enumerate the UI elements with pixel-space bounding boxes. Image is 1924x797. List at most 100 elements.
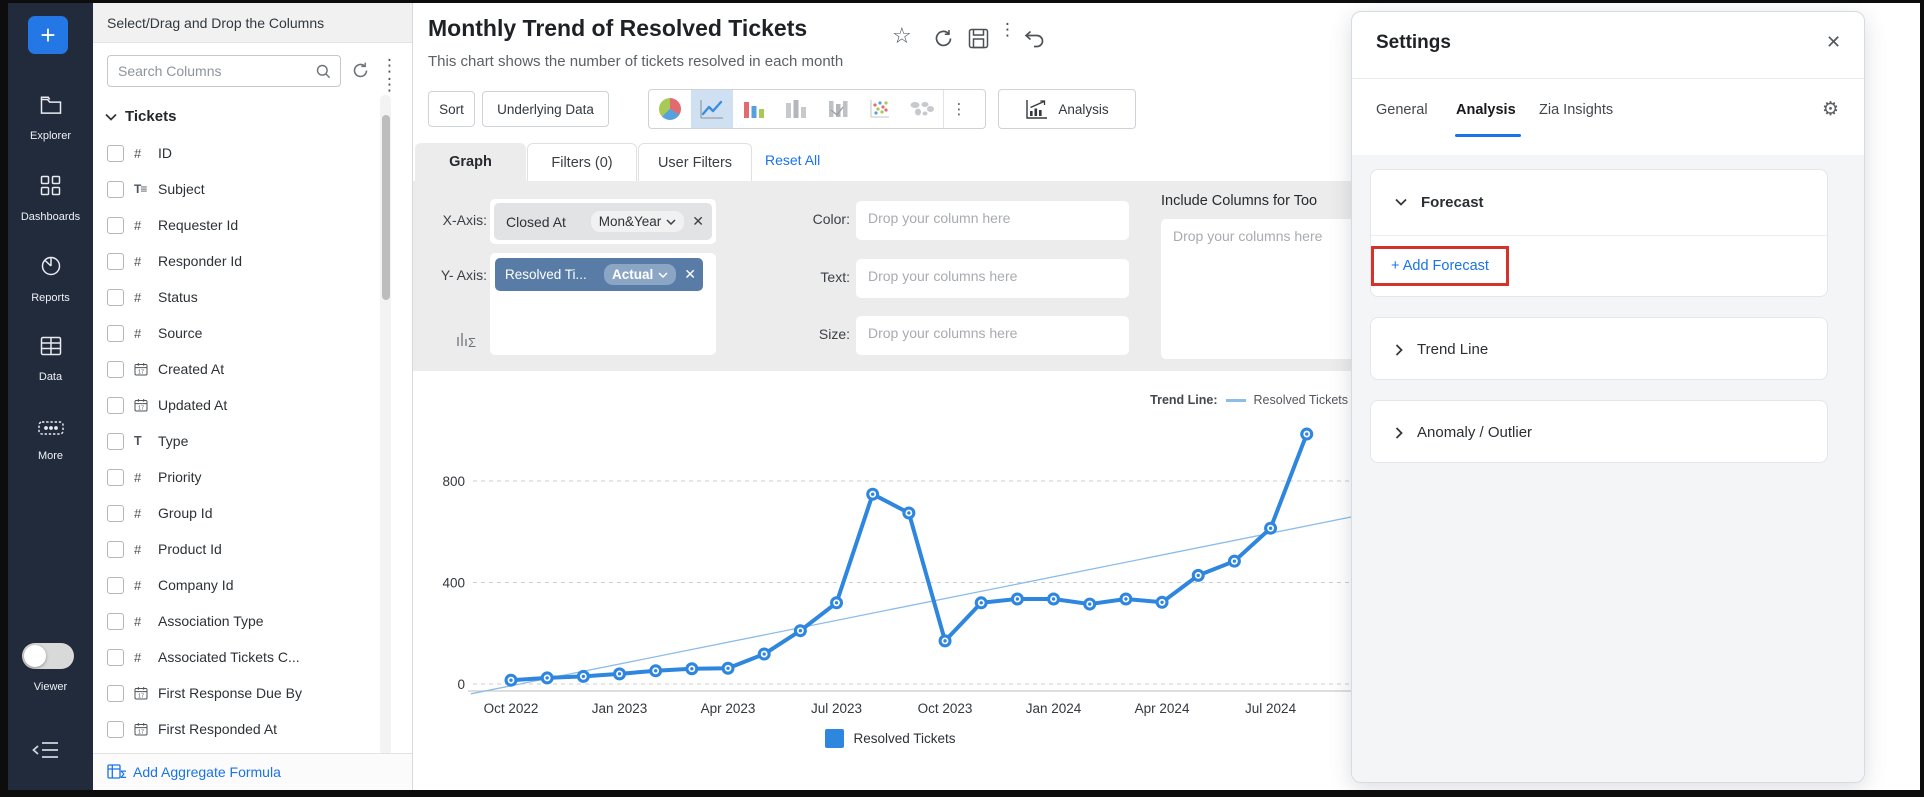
column-checkbox[interactable] [107, 720, 124, 738]
refresh-columns-icon[interactable] [351, 61, 370, 85]
sidebar-item-more[interactable]: More [8, 421, 93, 464]
list-item[interactable]: # Product Id [93, 531, 383, 567]
column-checkbox[interactable] [107, 324, 124, 342]
x-tick-label: Oct 2022 [484, 701, 539, 716]
list-item[interactable]: # Responder Id [93, 243, 383, 279]
color-dropzone[interactable]: Drop your column here [856, 201, 1129, 240]
collapse-sidebar-icon[interactable] [32, 738, 66, 764]
refresh-icon[interactable] [933, 28, 954, 54]
analysis-button[interactable]: Analysis [998, 89, 1136, 129]
column-label: Subject [158, 181, 205, 197]
list-item[interactable]: # Associated Tickets C... [93, 639, 383, 675]
favorite-star-icon[interactable]: ☆ [892, 23, 912, 48]
reset-all-link[interactable]: Reset All [765, 152, 821, 168]
y-axis-function-dropdown[interactable]: Actual [604, 264, 677, 285]
settings-panel: Settings ✕ General Analysis Zia Insights… [1351, 11, 1865, 783]
y-axis-dropzone[interactable]: Resolved Ti... Actual ✕ [490, 253, 716, 355]
sidebar-item-reports[interactable]: Reports [8, 255, 93, 306]
stacked-bar-chart-type-icon[interactable] [775, 90, 817, 128]
remove-y-column-icon[interactable]: ✕ [684, 266, 696, 282]
sidebar-item-label: Data [38, 371, 63, 383]
map-chart-type-icon[interactable] [901, 90, 943, 128]
butterfly-chart-type-icon[interactable] [817, 90, 859, 128]
scatter-chart-type-icon[interactable] [859, 90, 901, 128]
chevron-down-icon [658, 271, 668, 278]
gear-icon[interactable]: ⚙ [1822, 99, 1840, 120]
grid-icon [8, 175, 93, 201]
sidebar-item-dashboards[interactable]: Dashboards [8, 175, 93, 225]
list-item[interactable]: 17 First Response Due By [93, 675, 383, 711]
tab-user-filters[interactable]: User Filters [638, 143, 752, 181]
tooltip-placeholder: Drop your columns here [1173, 228, 1323, 244]
anomaly-outlier-section-header[interactable]: Anomaly / Outlier [1371, 401, 1827, 464]
trend-line-section-header[interactable]: Trend Line [1371, 318, 1827, 381]
settings-tab-zia-insights[interactable]: Zia Insights [1539, 102, 1614, 118]
list-item[interactable]: # Group Id [93, 495, 383, 531]
column-checkbox[interactable] [107, 648, 124, 666]
bar-chart-type-icon[interactable] [733, 90, 775, 128]
column-checkbox[interactable] [107, 540, 124, 558]
list-item[interactable]: # Requester Id [93, 207, 383, 243]
list-item[interactable]: T≡ Subject [93, 171, 383, 207]
list-item[interactable]: 17 Created At [93, 351, 383, 387]
column-checkbox[interactable] [107, 252, 124, 270]
column-checkbox[interactable] [107, 216, 124, 234]
tab-filters[interactable]: Filters (0) [527, 143, 637, 181]
sort-button[interactable]: Sort [428, 91, 475, 127]
remove-x-column-icon[interactable]: ✕ [692, 213, 704, 229]
list-item[interactable]: # Priority [93, 459, 383, 495]
pie-chart-type-icon[interactable] [649, 90, 691, 128]
title-kebab-icon[interactable]: ⋮ [999, 20, 1016, 39]
column-checkbox[interactable] [107, 396, 124, 414]
column-checkbox[interactable] [107, 576, 124, 594]
list-item[interactable]: 17 Updated At [93, 387, 383, 423]
columns-kebab-icon[interactable]: ⋮ ⋮ [381, 56, 398, 94]
column-checkbox[interactable] [107, 360, 124, 378]
tickets-group-header[interactable]: Tickets [105, 108, 176, 125]
add-aggregate-formula-link[interactable]: Add Aggregate Formula [133, 764, 281, 780]
column-checkbox[interactable] [107, 288, 124, 306]
line-chart-type-icon-selected[interactable] [691, 90, 733, 128]
sidebar-item-data[interactable]: Data [8, 336, 93, 385]
add-forecast-link[interactable]: + Add Forecast [1391, 258, 1489, 274]
undo-icon[interactable] [1022, 28, 1045, 53]
list-item[interactable]: # Source [93, 315, 383, 351]
data-point-center [834, 601, 839, 605]
x-axis-function-dropdown[interactable]: Mon&Year [590, 211, 685, 232]
list-item[interactable]: # ID [93, 135, 383, 171]
list-item[interactable]: T Type [93, 423, 383, 459]
data-point-center [1232, 559, 1237, 563]
search-input[interactable] [108, 63, 316, 79]
column-checkbox[interactable] [107, 144, 124, 162]
x-axis-column-chip[interactable]: Closed At Mon&Year ✕ [494, 203, 712, 240]
forecast-section-header[interactable]: Forecast [1371, 170, 1827, 234]
scrollbar-thumb[interactable] [381, 115, 390, 300]
sidebar-item-explorer[interactable]: Explorer [8, 95, 93, 144]
chart-type-kebab-icon[interactable]: ⋮ [943, 90, 974, 128]
column-checkbox[interactable] [107, 684, 124, 702]
settings-tab-analysis[interactable]: Analysis [1456, 102, 1516, 118]
column-checkbox[interactable] [107, 468, 124, 486]
list-item[interactable]: # Status [93, 279, 383, 315]
text-dropzone[interactable]: Drop your columns here [856, 259, 1129, 298]
save-icon[interactable] [968, 28, 989, 54]
size-dropzone[interactable]: Drop your columns here [856, 316, 1129, 355]
list-item[interactable]: 17 First Responded At [93, 711, 383, 747]
column-checkbox[interactable] [107, 432, 124, 450]
close-icon[interactable]: ✕ [1826, 32, 1842, 52]
forecast-section: Forecast + Add Forecast [1370, 169, 1828, 297]
underlying-data-button[interactable]: Underlying Data [482, 91, 609, 127]
column-list-scrollbar [380, 95, 391, 755]
viewer-toggle[interactable] [22, 643, 74, 669]
list-item[interactable]: # Association Type [93, 603, 383, 639]
list-item[interactable]: # Company Id [93, 567, 383, 603]
column-checkbox[interactable] [107, 504, 124, 522]
tab-graph[interactable]: Graph [415, 143, 526, 181]
column-checkbox[interactable] [107, 612, 124, 630]
y-axis-column-chip[interactable]: Resolved Ti... Actual ✕ [495, 258, 703, 291]
create-new-button[interactable]: + [28, 16, 68, 54]
data-point-center [1196, 573, 1200, 578]
chart-legend[interactable]: Resolved Tickets [413, 729, 1368, 748]
column-checkbox[interactable] [107, 180, 124, 198]
settings-tab-general[interactable]: General [1376, 102, 1428, 118]
